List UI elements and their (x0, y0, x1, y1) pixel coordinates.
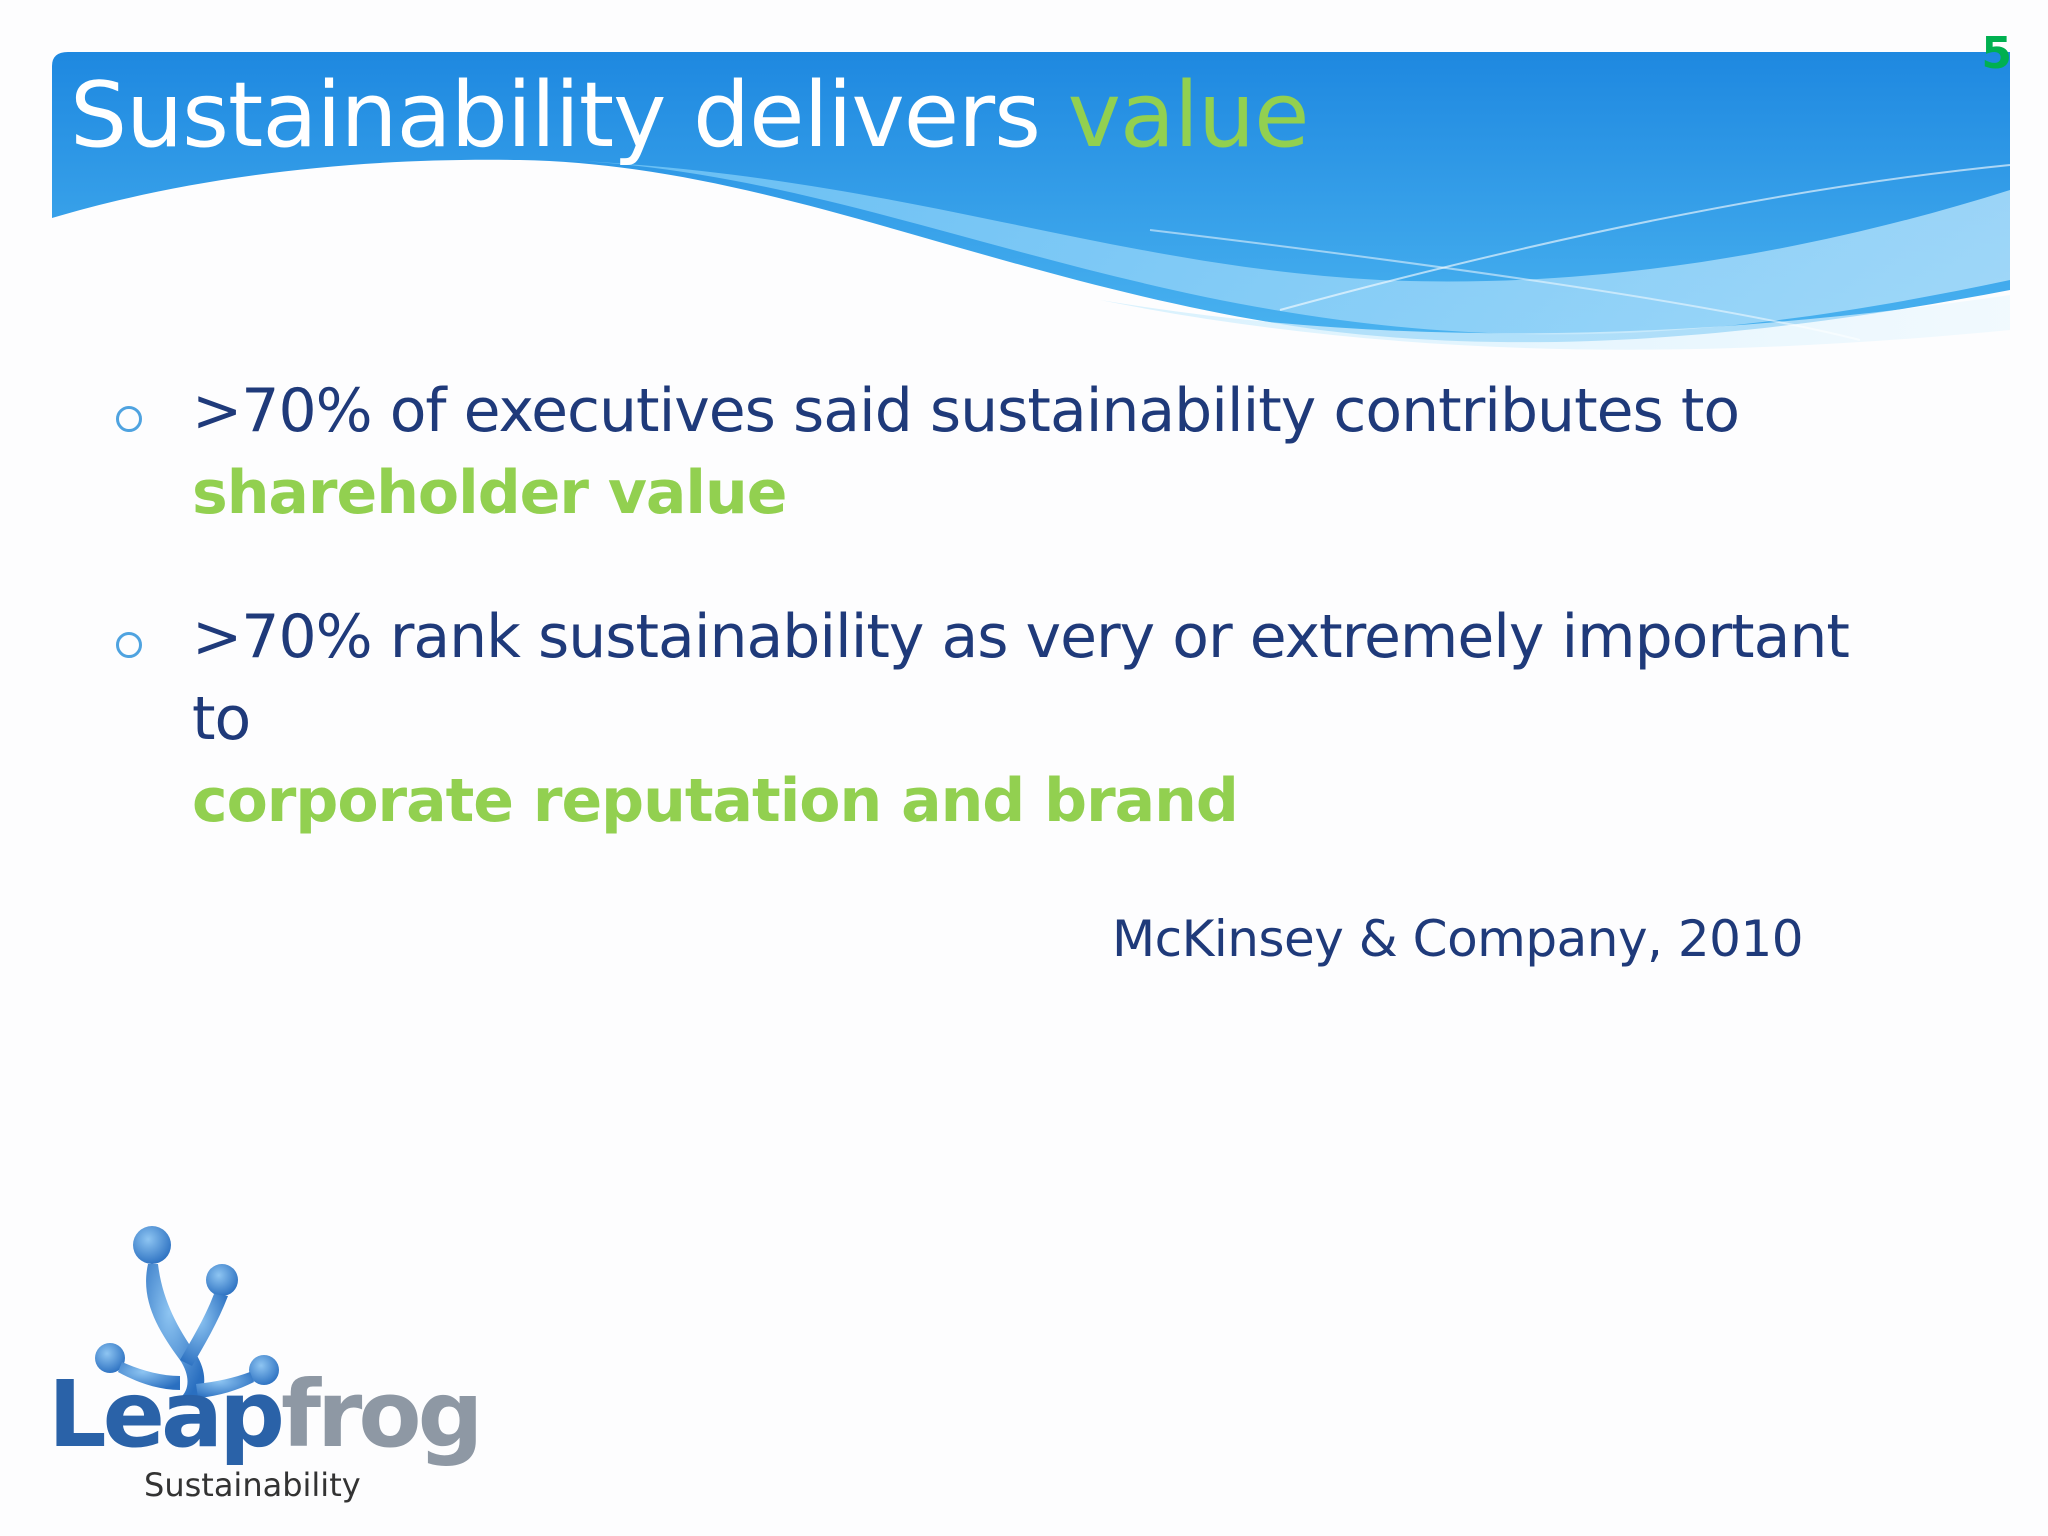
bullet-item: >70% rank sustainability as very or extr… (112, 596, 1912, 842)
logo-word-frog: frog (280, 1361, 483, 1468)
bullet-text: >70% rank sustainability as very or extr… (192, 602, 1850, 754)
title-accent: value (1067, 63, 1310, 168)
header-wave-banner (52, 52, 2011, 350)
leapfrog-logo: Leapfrog Sustainability (40, 1210, 483, 1510)
logo-tagline: Sustainability (144, 1466, 361, 1504)
bullet-circle-icon (116, 632, 142, 658)
logo-word-leap: Leap (48, 1361, 285, 1468)
bullet-highlight: corporate reputation and brand (192, 766, 1239, 836)
slide-title: Sustainability delivers value (70, 56, 1310, 176)
frog-icon (95, 1226, 279, 1402)
slide-number: 5 (1981, 28, 2012, 79)
bullet-highlight: shareholder value (192, 458, 787, 528)
bullet-circle-icon (116, 406, 142, 432)
bullet-list: >70% of executives said sustainability c… (112, 370, 1912, 904)
title-main: Sustainability delivers (70, 63, 1068, 168)
source-citation: McKinsey & Company, 2010 (1112, 910, 1804, 968)
bullet-item: >70% of executives said sustainability c… (112, 370, 1912, 534)
logo-wordmark: Leapfrog (48, 1360, 483, 1470)
bullet-text: >70% of executives said sustainability c… (192, 376, 1740, 446)
